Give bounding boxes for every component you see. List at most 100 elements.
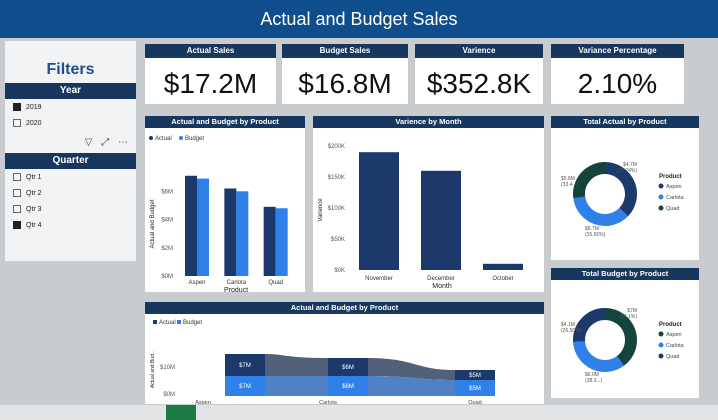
legend-label: Aspen [666,184,682,190]
x-tick-label: Quad [268,280,283,286]
total-budget-donut-svg: $4.1M(26.50%) $6.0M(38.3...) $7M(34.1%) Pro… [561,308,685,384]
filter-icon[interactable]: ▽ [84,137,93,148]
actual-budget-ribbon-chart[interactable]: Actual and Budget by Product Actual Budge… [145,302,544,413]
y-tick-label: $150K [328,175,345,181]
year-option-2019[interactable]: 2019 [5,99,136,115]
kpi-card-actual-sales[interactable]: Actual Sales $17.2M [145,44,276,104]
focus-mode-icon[interactable]: ⤢ [101,137,110,148]
y-tick-label: $0M [163,392,175,398]
bar-variance [421,170,461,270]
y-tick-label: $10M [160,365,175,371]
quarter-option-2[interactable]: Qtr 2 [5,185,136,201]
page-tabs-bar [0,405,718,420]
legend-label: Carlota [666,195,685,201]
bar-data-label: $5M [469,373,481,379]
slice-percent-label: (26.50%) [561,328,582,334]
kpi-value: $16.8M [298,68,392,99]
total-actual-donut-svg: $5.8M(33.4...) $6.7M(35.65%) $4.7M(27.24%)… [561,162,685,238]
actual-budget-ribbon-svg: Actual Budget $10M $0M Actual and Bud... $7M $… [150,320,495,413]
kpi-card-budget-sales[interactable]: Budget Sales $16.8M [282,44,408,104]
ribbon-bar-actual [225,354,265,376]
chart-title: Actual and Budget by Product [145,302,544,314]
legend-actual-label: Actual [155,136,172,142]
chart-title: Varience by Month [313,116,544,128]
donut-slice-quad [573,308,606,343]
x-tick-label: Aspen [195,400,211,404]
bar-budget [236,191,249,276]
kpi-card-variance-percentage[interactable]: Variance Percentage 2.10% [551,44,684,104]
slice-value-label: $4.1M [561,322,575,328]
slicer-toolbar: ▽ ⤢ ⋯ [5,137,136,153]
checkbox-icon[interactable] [13,103,21,111]
kpi-title: Actual Sales [145,44,276,58]
legend-label: Quad [666,354,679,360]
kpi-value: $352.8K [426,68,532,99]
chart-title: Total Budget by Product [551,268,699,280]
legend-marker [658,331,664,337]
x-tick-label: November [365,276,393,282]
bar-variance [483,263,523,270]
actual-budget-bar-chart[interactable]: Actual and Budget by Product Actual Budge… [145,116,305,294]
y-tick-label: $2M [161,246,173,252]
donut-slice-carlota [573,196,628,226]
x-tick-label: Quad [468,400,481,404]
kpi-value: $17.2M [163,68,258,99]
page-tab[interactable] [166,405,196,420]
x-tick-label: October [492,276,513,282]
slice-value-label: $7M [627,308,637,314]
legend-marker [658,353,664,359]
filters-panel: Filters Year 2019 2020 ▽ ⤢ ⋯ Quarter Qtr… [5,41,136,261]
donut-slice-carlota [573,340,624,372]
kpi-card-variance[interactable]: Varience $352.8K [415,44,543,104]
quarter-option-4[interactable]: Qtr 4 [5,217,136,233]
bar-data-label: $7M [239,363,251,369]
bar-variance [359,152,399,270]
quarter-option-3[interactable]: Qtr 3 [5,201,136,217]
slice-percent-label: (27.24%) [617,168,638,174]
chart-title: Total Actual by Product [551,116,699,128]
kpi-title: Budget Sales [282,44,408,58]
kpi-title: Variance Percentage [551,44,684,58]
legend-marker [658,342,664,348]
quarter-option-1[interactable]: Qtr 1 [5,169,136,185]
legend-actual-marker [149,136,153,140]
total-budget-donut-chart[interactable]: Total Budget by Product $4.1M (26.50%) $6.… [551,268,699,398]
bar-actual [224,188,237,276]
year-slicer-title: Year [5,83,136,99]
y-tick-label: $4M [161,218,173,224]
ribbon-bar-actual [455,370,495,380]
more-options-icon[interactable]: ⋯ [118,137,128,148]
donut-slice-aspen [604,308,637,366]
legend-budget-label: Budget [183,320,202,326]
checkbox-icon[interactable] [13,119,21,127]
checkbox-icon[interactable] [13,221,21,229]
legend-actual-marker [153,320,157,324]
y-tick-label: $6M [161,189,173,195]
bar-budget [275,208,288,276]
x-tick-label: December [427,276,455,282]
total-actual-donut-chart[interactable]: Total Actual by Product $5.8M (33.4...) $6… [551,116,699,260]
checkbox-icon[interactable] [13,205,21,213]
slice-value-label: $6.0M [585,372,599,378]
bar-data-label: $6M [342,365,354,371]
variance-by-month-chart[interactable]: Varience by Month $0K $50K $100K $150K $200K… [313,116,544,292]
legend-title: Product [659,322,682,328]
ribbon-bar-budget [455,380,495,396]
report-title: Actual and Budget Sales [0,0,718,38]
x-tick-label: Aspen [188,280,205,286]
y-tick-label: $50K [331,237,345,243]
checkbox-icon[interactable] [13,189,21,197]
y-tick-label: $0M [161,274,173,280]
slice-percent-label: (34.1%) [619,314,637,320]
bar-actual [185,175,197,276]
legend-label: Carlota [666,343,685,349]
checkbox-icon[interactable] [13,173,21,181]
x-axis-label: Month [432,283,452,290]
filters-heading: Filters [46,61,95,78]
year-option-2020[interactable]: 2020 [5,115,136,131]
legend-budget-label: Budget [185,136,204,142]
slice-percent-label: (38.3...) [585,378,603,384]
actual-budget-bar-svg: Actual Budget $0M $2M $4M $6M Aspen Carlota Quad… [149,136,288,294]
slice-percent-label: (35.65%) [585,232,606,238]
x-axis-label: Product [224,287,248,292]
